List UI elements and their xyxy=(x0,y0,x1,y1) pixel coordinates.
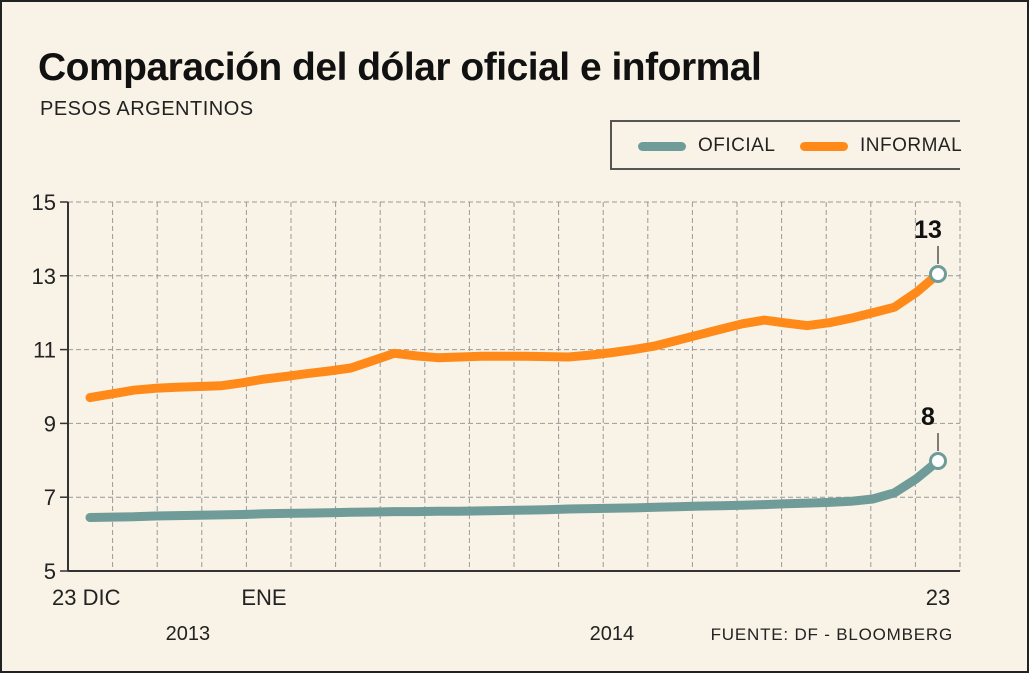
legend: OFICIAL INFORMAL xyxy=(610,120,962,170)
y-tick-label: 13 xyxy=(32,264,56,289)
legend-swatch-oficial xyxy=(638,141,686,151)
legend-label-informal: INFORMAL xyxy=(860,135,963,156)
x-year-label: 2014 xyxy=(590,623,635,645)
legend-item-oficial: OFICIAL xyxy=(638,122,775,170)
x-tick-label: 23 DIC xyxy=(52,585,121,610)
end-point-marker xyxy=(929,452,947,471)
series-line-oficial xyxy=(85,456,943,522)
x-year-label: 2013 xyxy=(166,623,211,645)
series-line-informal xyxy=(85,269,943,403)
end-point-marker xyxy=(929,264,947,283)
y-tick-label: 11 xyxy=(33,338,56,363)
legend-swatch-informal xyxy=(800,141,848,151)
x-tick-label: ENE xyxy=(241,585,286,610)
chart-subtitle: PESOS ARGENTINOS xyxy=(40,98,254,120)
y-tick-label: 7 xyxy=(44,485,56,510)
y-tick-label: 9 xyxy=(44,411,56,436)
end-value-label: 13 xyxy=(914,216,942,244)
y-tick-label: 5 xyxy=(44,559,56,584)
y-tick-label: 15 xyxy=(32,190,56,215)
legend-item-informal: INFORMAL xyxy=(800,122,962,170)
x-tick-label: 23 xyxy=(926,585,950,610)
chart-title: Comparación del dólar oficial e informal xyxy=(38,46,762,89)
legend-label-oficial: OFICIAL xyxy=(698,135,776,156)
source-note: FUENTE: DF - BLOOMBERG xyxy=(710,625,953,644)
end-value-label: 8 xyxy=(921,403,935,431)
